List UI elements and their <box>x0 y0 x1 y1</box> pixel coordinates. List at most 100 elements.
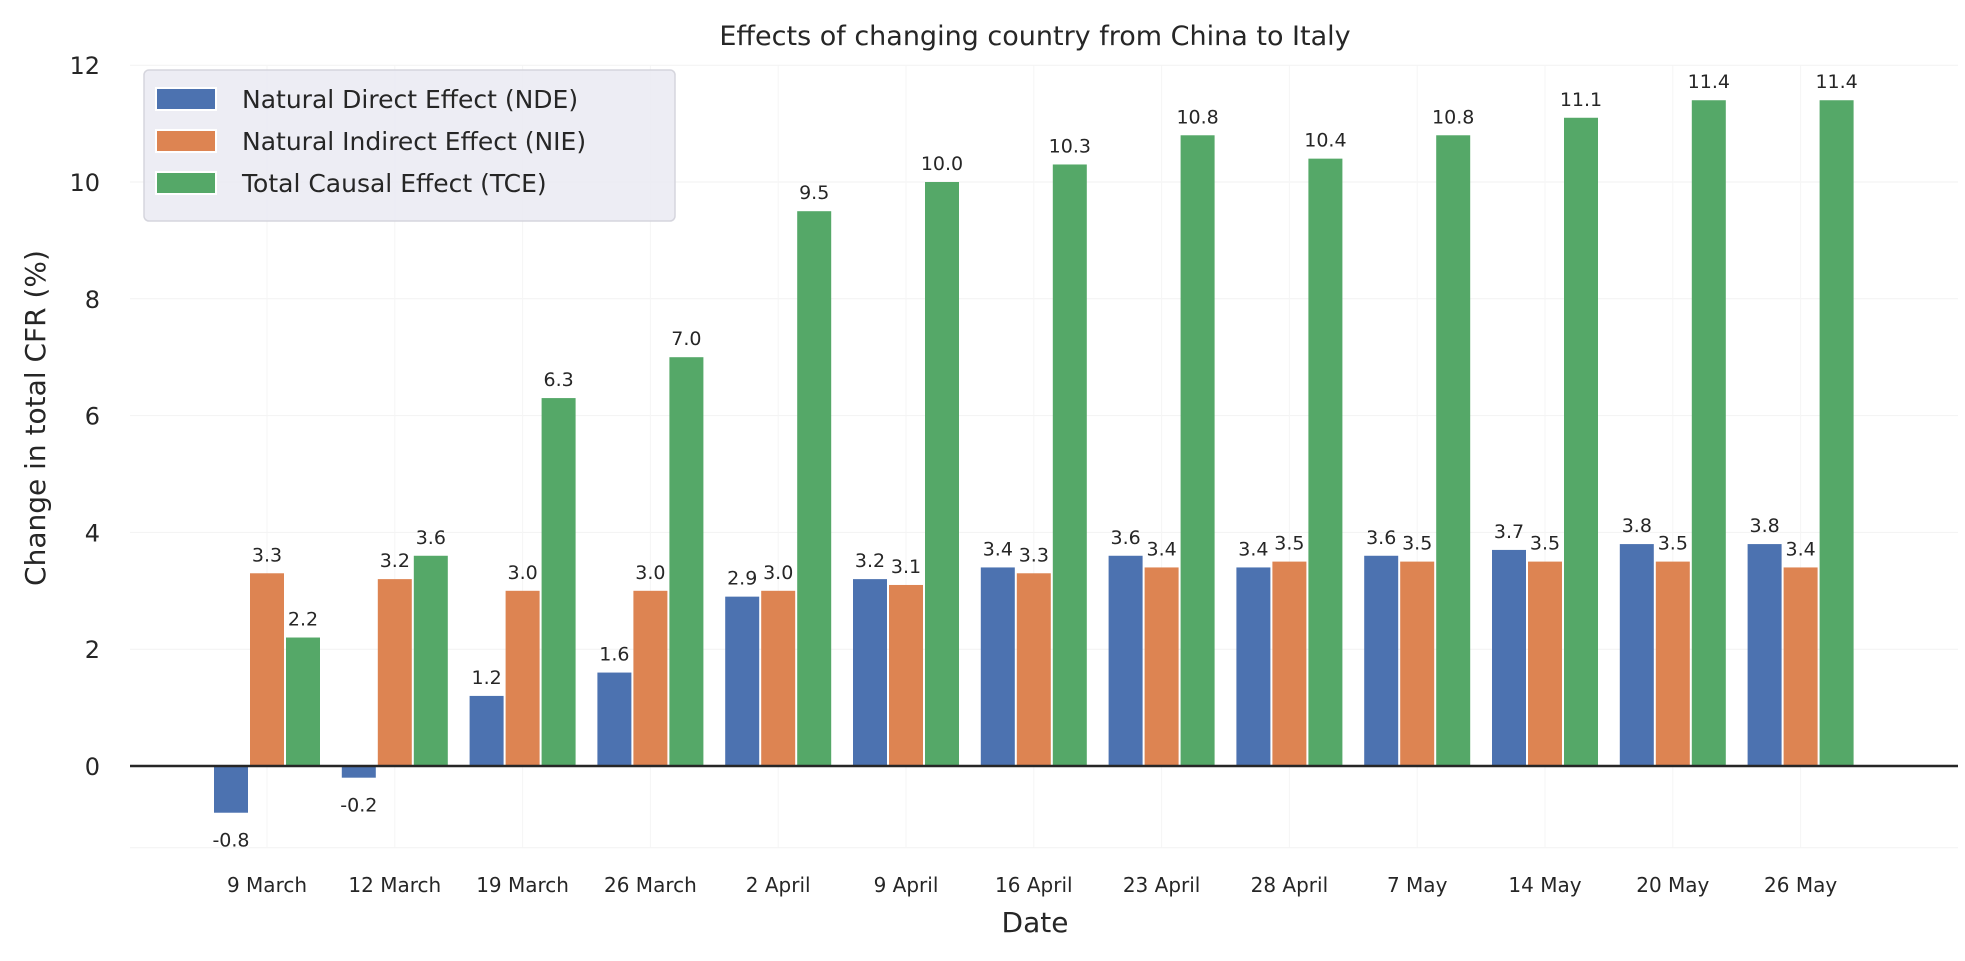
bar-value-label: 7.0 <box>671 328 701 350</box>
bars <box>214 100 1854 813</box>
bar-nde <box>980 567 1015 766</box>
bar-value-label: 11.1 <box>1560 89 1602 111</box>
bar-value-label: 3.4 <box>1238 538 1268 560</box>
bar-value-label: 3.5 <box>1530 533 1560 555</box>
bar-value-label: 3.5 <box>1658 533 1688 555</box>
bar-value-label: 3.4 <box>1146 538 1176 560</box>
bar-value-label: 3.6 <box>416 527 446 549</box>
bar-nie <box>761 590 796 766</box>
bar-nde <box>341 766 376 778</box>
bar-nie <box>250 573 284 766</box>
chart-title: Effects of changing country from China t… <box>719 21 1350 52</box>
bar-nie <box>377 579 412 766</box>
bar-value-label: 10.4 <box>1304 130 1346 152</box>
x-tick-label: 26 March <box>604 873 697 897</box>
bar-value-label: 3.0 <box>763 562 793 584</box>
bar-labels: -0.8 3.3 2.2 -0.2 3.2 3.6 1.2 3.0 6.3 1.6 3.0 7.0 2.… <box>212 71 1857 851</box>
bar-nie <box>505 590 540 766</box>
bar-value-label: 3.0 <box>507 562 537 584</box>
bar-value-label: 3.5 <box>1274 533 1304 555</box>
bar-nde <box>1364 555 1399 766</box>
y-tick-label: 10 <box>69 169 100 197</box>
bar-tce <box>1052 164 1087 767</box>
bar-nie <box>1016 573 1051 766</box>
bar-tce <box>286 637 320 766</box>
legend-label: Total Causal Effect (TCE) <box>241 169 547 198</box>
y-tick-label: 6 <box>85 403 100 431</box>
y-tick-label: 0 <box>85 753 100 781</box>
bar-nie <box>633 590 668 766</box>
bar-nde <box>469 695 504 766</box>
bar-value-label: 3.2 <box>380 550 410 572</box>
bar-value-label: 3.6 <box>1366 527 1396 549</box>
bar-tce <box>1819 100 1854 767</box>
bar-nde <box>597 672 632 766</box>
bar-nde <box>1619 544 1654 766</box>
bar-value-label: 11.4 <box>1815 71 1857 93</box>
bar-value-label: 3.8 <box>1749 515 1779 537</box>
x-tick-label: 26 May <box>1764 873 1837 897</box>
bar-nde <box>214 766 248 813</box>
bar-value-label: 2.2 <box>288 609 318 631</box>
bar-nde <box>1108 555 1143 766</box>
bar-tce <box>797 211 832 766</box>
bar-tce <box>541 398 576 766</box>
bar-nie <box>1272 561 1307 766</box>
bar-value-label: 9.5 <box>799 182 829 204</box>
x-tick-label: 12 March <box>348 873 441 897</box>
legend-label: Natural Direct Effect (NDE) <box>242 85 578 114</box>
bar-value-label: 6.3 <box>543 369 573 391</box>
bar-nie <box>1400 561 1435 766</box>
bar-value-label: 3.5 <box>1402 533 1432 555</box>
bar-value-label: 3.6 <box>1110 527 1140 549</box>
legend-label: Natural Indirect Effect (NIE) <box>242 127 586 156</box>
bar-value-label: -0.8 <box>212 830 249 852</box>
bar-value-label: 3.7 <box>1494 521 1524 543</box>
x-tick-label: 16 April <box>995 873 1073 897</box>
x-tick-label: 23 April <box>1123 873 1201 897</box>
x-tick-label: 9 April <box>874 873 939 897</box>
x-tick-labels: 9 March 12 March 19 March 26 March 2 April 9 … <box>227 873 1837 897</box>
bar-tce <box>1564 117 1598 766</box>
bar-nde <box>853 579 887 766</box>
bar-nie <box>1783 567 1818 766</box>
bar-value-label: 10.8 <box>1176 106 1218 128</box>
bar-nie <box>1144 567 1179 766</box>
bar-value-label: 10.8 <box>1432 106 1474 128</box>
bar-value-label: 3.4 <box>1785 538 1815 560</box>
y-tick-label: 8 <box>85 286 100 314</box>
bar-value-label: -0.2 <box>340 795 377 817</box>
bar-tce <box>925 182 959 766</box>
x-tick-label: 2 April <box>746 873 811 897</box>
x-tick-label: 9 March <box>227 873 307 897</box>
y-tick-label: 4 <box>85 519 100 547</box>
bar-tce <box>1180 135 1215 766</box>
bar-value-label: 3.0 <box>635 562 665 584</box>
x-axis-label: Date <box>1002 906 1069 939</box>
bar-value-label: 10.3 <box>1049 135 1091 157</box>
bar-nde <box>725 596 760 766</box>
x-tick-label: 19 March <box>476 873 569 897</box>
bar-tce <box>1308 158 1343 766</box>
bar-value-label: 3.4 <box>983 538 1013 560</box>
legend-swatch-tce <box>155 171 217 195</box>
bar-tce <box>669 357 704 766</box>
y-tick-label: 12 <box>69 52 100 80</box>
bar-value-label: 3.8 <box>1622 515 1652 537</box>
legend-swatch-nde <box>155 87 217 111</box>
legend: Natural Direct Effect (NDE) Natural Indir… <box>143 69 676 222</box>
bar-nie <box>1655 561 1690 766</box>
bar-tce <box>1691 100 1726 767</box>
x-tick-label: 14 May <box>1508 873 1581 897</box>
bar-value-label: 1.2 <box>471 667 501 689</box>
bar-value-label: 3.1 <box>891 556 921 578</box>
bar-value-label: 10.0 <box>921 153 963 175</box>
bar-value-label: 11.4 <box>1688 71 1730 93</box>
y-tick-labels: 0 2 4 6 8 10 12 <box>69 52 100 781</box>
y-tick-label: 2 <box>85 636 100 664</box>
x-tick-label: 7 May <box>1387 873 1448 897</box>
y-axis-label: Change in total CFR (%) <box>19 250 52 586</box>
bar-tce <box>413 555 448 766</box>
bar-value-label: 2.9 <box>727 568 757 590</box>
